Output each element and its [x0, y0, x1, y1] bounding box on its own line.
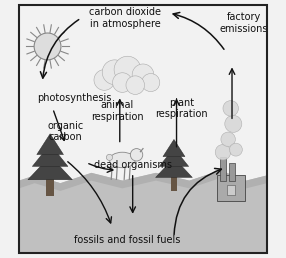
Bar — [46, 175, 54, 196]
Polygon shape — [156, 158, 192, 178]
Circle shape — [102, 60, 127, 85]
Polygon shape — [163, 139, 185, 157]
Circle shape — [229, 143, 242, 156]
Circle shape — [132, 64, 154, 86]
Text: factory
emissions: factory emissions — [219, 12, 268, 34]
Text: animal
respiration: animal respiration — [91, 100, 144, 122]
Bar — [170, 174, 177, 191]
Text: fossils and fossil fuels: fossils and fossil fuels — [74, 235, 181, 245]
Circle shape — [34, 33, 61, 60]
Circle shape — [106, 154, 113, 160]
Text: organic
carbon: organic carbon — [47, 121, 84, 142]
Ellipse shape — [110, 152, 135, 168]
Text: dead organisms: dead organisms — [94, 160, 172, 170]
Circle shape — [126, 76, 144, 94]
Circle shape — [130, 149, 143, 161]
Text: carbon dioxide
in atmosphere: carbon dioxide in atmosphere — [89, 7, 161, 29]
Bar — [227, 185, 235, 195]
Text: plant
respiration: plant respiration — [155, 98, 208, 119]
Circle shape — [142, 74, 160, 92]
Text: photosynthesis: photosynthesis — [37, 93, 112, 103]
Polygon shape — [37, 134, 63, 155]
Polygon shape — [32, 144, 68, 166]
Circle shape — [215, 144, 231, 160]
Polygon shape — [28, 156, 72, 180]
Bar — [217, 175, 245, 201]
Polygon shape — [19, 170, 267, 191]
Polygon shape — [19, 170, 267, 253]
Bar — [229, 163, 235, 181]
Circle shape — [225, 115, 242, 132]
Polygon shape — [159, 148, 189, 166]
Circle shape — [223, 101, 239, 116]
Circle shape — [114, 56, 141, 83]
Circle shape — [94, 70, 115, 90]
Circle shape — [113, 73, 132, 92]
Bar — [221, 157, 226, 181]
Circle shape — [221, 132, 235, 147]
